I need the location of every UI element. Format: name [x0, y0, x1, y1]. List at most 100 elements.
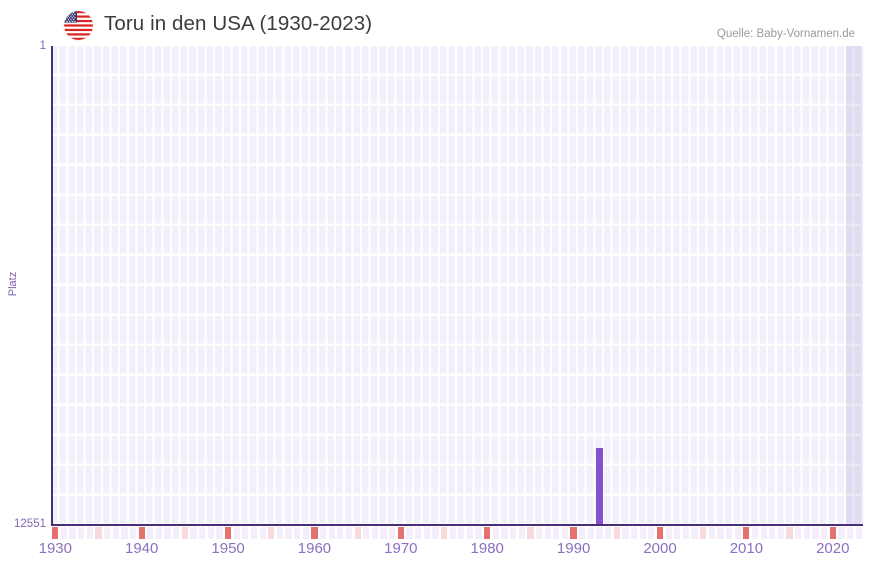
source-label: Quelle: Baby-Vornamen.de [716, 28, 855, 40]
x-axis-marker [553, 527, 560, 539]
x-axis-marker [164, 527, 171, 539]
x-axis-marker [129, 527, 137, 539]
x-axis-marker [423, 527, 430, 539]
x-axis-tick-label: 2020 [816, 540, 850, 557]
x-axis-marker [795, 527, 802, 539]
x-axis-marker [86, 527, 93, 539]
x-axis-tick-label: 1990 [556, 540, 591, 557]
x-axis-marker [743, 527, 750, 539]
x-axis-marker [821, 527, 828, 539]
chart-header: Toru in den USA (1930-2023) Quelle: Baby… [0, 0, 873, 46]
x-axis-marker [561, 527, 569, 539]
x-axis-marker [345, 527, 353, 539]
x-axis-marker [630, 527, 638, 539]
x-axis-marker [587, 527, 594, 539]
x-axis-marker [458, 527, 465, 539]
x-axis-marker [475, 527, 482, 539]
x-axis-marker [224, 527, 232, 539]
x-axis-marker [242, 527, 249, 539]
x-axis-marker [725, 527, 733, 539]
x-axis-marker [328, 527, 335, 539]
x-axis-tick-label: 1940 [125, 540, 159, 557]
x-axis-marker [769, 527, 776, 539]
x-axis-marker [380, 527, 387, 539]
x-axis-marker [337, 527, 344, 539]
x-axis-marker [173, 527, 180, 539]
x-axis-marker [855, 527, 862, 539]
us-flag-icon [64, 11, 93, 40]
x-axis-marker [138, 527, 145, 539]
x-axis-marker [570, 527, 577, 539]
x-axis-marker [777, 527, 785, 539]
x-axis-marker [510, 527, 517, 539]
x-axis-marker [838, 527, 845, 539]
x-axis-tick-label: 1950 [211, 540, 245, 557]
x-axis-tick-label: 1930 [38, 540, 72, 557]
x-axis-marker [596, 527, 603, 539]
x-axis-marker [285, 527, 292, 539]
x-axis-marker [466, 527, 474, 539]
x-axis-marker [233, 527, 240, 539]
x-axis-marker [682, 527, 690, 539]
y-axis-title: Platz [7, 271, 19, 297]
x-axis-marker [717, 527, 724, 539]
plot-area [51, 46, 863, 525]
x-axis-marker [181, 527, 188, 539]
x-axis-marker [544, 527, 551, 539]
x-axis-marker [535, 527, 543, 539]
x-axis-marker [605, 527, 612, 539]
x-axis-marker [579, 527, 586, 539]
x-axis-marker [268, 527, 275, 539]
x-axis-marker [155, 527, 163, 539]
x-axis-marker [432, 527, 439, 539]
x-axis-marker [415, 527, 422, 539]
x-axis-marker [622, 527, 629, 539]
x-axis-marker [363, 527, 370, 539]
x-axis-marker [484, 527, 491, 539]
x-axis-marker [207, 527, 214, 539]
y-axis-line [51, 46, 53, 526]
x-axis-marker [734, 527, 741, 539]
x-axis-marker [803, 527, 810, 539]
x-axis-marker [276, 527, 284, 539]
x-axis-marker [691, 527, 698, 539]
x-axis-marker [700, 527, 707, 539]
x-axis-marker [440, 527, 448, 539]
x-axis-marker [674, 527, 681, 539]
x-axis-tick-label: 1970 [384, 540, 418, 557]
x-axis-marker [121, 527, 128, 539]
x-axis-marker [639, 527, 646, 539]
x-axis-marker [371, 527, 379, 539]
y-axis-bottom-tick-label: 12551 [14, 518, 46, 530]
x-axis-marker [648, 527, 655, 539]
x-axis-marker [319, 527, 327, 539]
x-axis-marker [656, 527, 664, 539]
x-axis-marker [760, 527, 767, 539]
x-axis-tick-label: 1980 [470, 540, 504, 557]
x-axis-marker [104, 527, 111, 539]
x-axis-line [51, 524, 863, 526]
x-axis-marker [78, 527, 85, 539]
chart-title: Toru in den USA (1930-2023) [104, 12, 373, 35]
x-axis-marker [751, 527, 759, 539]
x-axis-marker [52, 527, 59, 539]
x-axis-marker [311, 527, 318, 539]
x-axis-marker [449, 527, 456, 539]
x-axis-marker [518, 527, 525, 539]
x-axis-marker [812, 527, 819, 539]
data-bar[interactable] [596, 447, 603, 525]
x-axis-marker [69, 527, 76, 539]
x-axis-marker [216, 527, 223, 539]
x-axis-marker [786, 527, 793, 539]
x-axis-marker [259, 527, 266, 539]
x-axis-marker [492, 527, 499, 539]
x-axis-marker [708, 527, 715, 539]
x-axis-marker [406, 527, 413, 539]
x-axis-marker [112, 527, 119, 539]
x-axis-tick-label: 2000 [643, 540, 677, 557]
x-axis-marker [829, 527, 836, 539]
x-axis-marker [147, 527, 154, 539]
x-axis-marker [294, 527, 301, 539]
x-axis-marker [95, 527, 102, 539]
x-axis-marker [613, 527, 620, 539]
